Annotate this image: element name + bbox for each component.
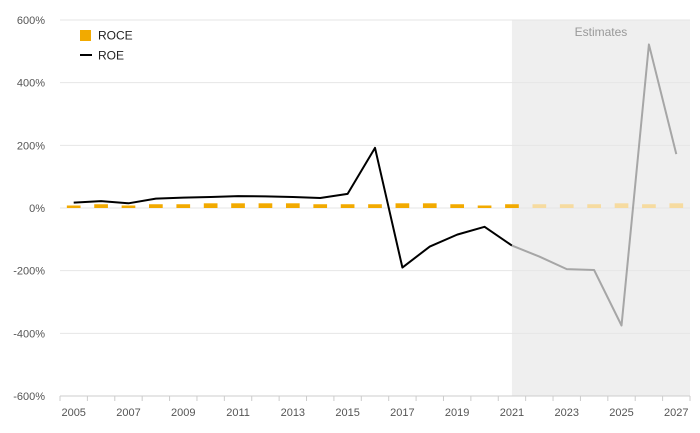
x-tick-label: 2019 (445, 407, 469, 419)
roce-bar (285, 203, 300, 208)
roce-bar (203, 203, 218, 208)
legend-swatch-roce (80, 30, 91, 41)
roce-bar (477, 205, 492, 208)
roce-bar (176, 204, 191, 208)
roce-bars (66, 203, 684, 208)
roce-bar (121, 205, 136, 208)
y-axis: 600% 400% 200% 0% -200% -400% -600% (13, 15, 45, 403)
x-tick-label: 2027 (664, 407, 688, 419)
roe-line-actual (73, 146, 513, 269)
roce-bar (66, 205, 81, 208)
legend: ROCE ROE (80, 29, 133, 63)
roce-bar (614, 203, 629, 208)
roce-bar (340, 204, 355, 208)
x-tick-label: 2009 (171, 407, 195, 419)
x-tick-label: 2017 (390, 407, 414, 419)
roce-bar (313, 204, 328, 208)
roce-bar (559, 204, 574, 208)
estimates-label: Estimates (575, 25, 628, 39)
y-tick-label: -400% (13, 328, 45, 340)
roce-bar (505, 204, 519, 208)
x-tick-label: 2023 (554, 407, 578, 419)
roce-bar (422, 203, 437, 208)
roe-line-estimate (511, 43, 678, 327)
x-tick-label: 2021 (500, 407, 524, 419)
y-tick-label: 200% (17, 140, 45, 152)
roce-bar (532, 204, 547, 208)
roce-bar (149, 204, 163, 208)
y-tick-label: 600% (17, 15, 45, 27)
legend-label-roce: ROCE (98, 29, 133, 43)
x-tick-label: 2007 (116, 407, 140, 419)
roce-bar (669, 203, 684, 208)
legend-label-roe: ROE (98, 49, 124, 63)
x-axis: 2005 2007 2009 2011 2013 2015 2017 2019 2021 2023… (59, 395, 691, 419)
roce-bar (258, 203, 273, 208)
roe-line (73, 43, 678, 327)
x-tick-label: 2025 (609, 407, 633, 419)
roce-bar (642, 204, 656, 208)
roce-bar (368, 204, 382, 208)
x-tick-label: 2015 (335, 407, 359, 419)
roce-bar (587, 204, 601, 208)
roce-bar (231, 203, 245, 208)
y-tick-label: 400% (17, 78, 45, 90)
y-tick-label: 0% (29, 203, 45, 215)
x-tick-label: 2011 (226, 407, 250, 419)
roce-bar (450, 204, 465, 208)
roce-bar (395, 203, 410, 208)
y-tick-label: -600% (13, 391, 45, 403)
x-tick-label: 2005 (61, 407, 85, 419)
y-tick-label: -200% (13, 266, 45, 278)
x-tick-label: 2013 (281, 407, 305, 419)
roce-bar (94, 204, 108, 208)
